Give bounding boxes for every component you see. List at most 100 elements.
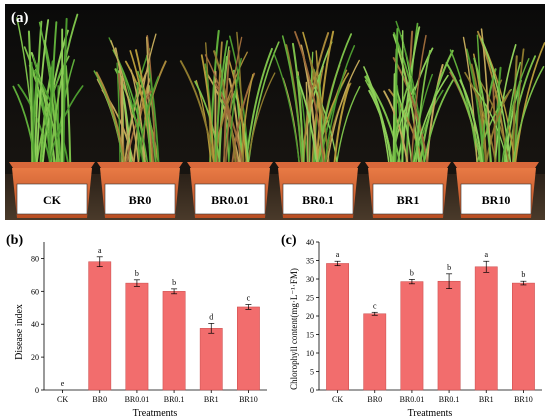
- plant-leaf: [459, 79, 484, 164]
- x-tick-label: BR0.1: [439, 395, 460, 404]
- y-tick-label: 10: [306, 349, 314, 358]
- plant-leaf: [223, 49, 231, 163]
- plant-leaf: [480, 38, 512, 163]
- chart-b-xlabel: Treatments: [133, 408, 178, 419]
- plant-leaf: [464, 71, 497, 163]
- plant-leaf: [228, 58, 248, 163]
- plant-leaf: [368, 83, 392, 163]
- plant-leaf: [247, 72, 276, 163]
- plant-leaf: [426, 63, 444, 163]
- plant-leaf: [34, 89, 39, 163]
- significance-letter: a: [98, 246, 102, 255]
- plant-leaf: [479, 68, 497, 164]
- plant-leaf: [95, 71, 126, 163]
- bar-br0: [88, 261, 112, 391]
- pot-label: BR0.1: [302, 193, 334, 207]
- plant-leaf: [43, 39, 62, 164]
- plant-leaf: [200, 54, 215, 163]
- bar-br0-1: [437, 280, 461, 391]
- plant-leaf: [214, 40, 229, 163]
- bar-br1: [474, 266, 498, 391]
- x-tick-label: BR0: [92, 395, 107, 404]
- plant-leaf: [301, 32, 330, 163]
- plant-leaf: [62, 17, 68, 163]
- bar-br0-01: [400, 281, 424, 391]
- y-tick-label: 80: [31, 254, 39, 263]
- pot-br1: BR1: [365, 162, 451, 218]
- y-tick-label: 60: [31, 287, 39, 296]
- significance-letter: c: [247, 293, 251, 302]
- plant-leaf: [316, 72, 350, 163]
- plant-leaf: [501, 58, 530, 163]
- plant-leaf: [296, 76, 318, 163]
- plant-leaf: [37, 77, 60, 163]
- plant-leaf: [110, 40, 140, 163]
- chlorophyll-content-chart: (c) 0 5 10 15 20 25 30 35 40 CK BR0 BR0.01 BR0.1 BR1 B…: [281, 233, 542, 419]
- plant-leaf: [512, 66, 545, 163]
- plant-leaf: [218, 55, 228, 163]
- plant-leaf: [32, 56, 51, 163]
- pot-label: BR10: [482, 193, 511, 207]
- pot-br0-01: BR0.01: [187, 162, 273, 218]
- y-tick-label: 5: [310, 368, 314, 377]
- plant-leaf: [473, 57, 492, 164]
- disease-index-chart: (b) 0 20 40 60 80 CK BR0 BR0.01 BR0.1 BR1 BR10 e a b…: [6, 233, 267, 419]
- plant-leaf: [31, 61, 35, 163]
- significance-letter: b: [521, 270, 525, 279]
- plant-leaf: [394, 86, 413, 163]
- plant-leaf: [415, 49, 431, 163]
- y-tick-label: 20: [31, 353, 39, 362]
- x-tick-label: BR1: [204, 395, 219, 404]
- pot-br0: BR0: [97, 162, 183, 218]
- y-tick-label: 30: [306, 275, 314, 284]
- y-tick-label: 25: [306, 294, 314, 303]
- x-tick-label: CK: [57, 395, 68, 404]
- plant-leaf: [445, 62, 482, 163]
- bar-br10: [512, 282, 535, 391]
- bar-br10: [237, 306, 260, 391]
- plant-leaf: [133, 33, 157, 163]
- plant-leaf: [291, 42, 305, 163]
- photo-panel-label: (a): [11, 10, 29, 26]
- plant-leaf: [410, 34, 427, 163]
- plant-leaf: [142, 87, 152, 163]
- plant-leaf: [503, 61, 522, 163]
- y-tick-label: 0: [35, 386, 39, 395]
- y-tick-label: 20: [306, 312, 314, 321]
- significance-letter: b: [172, 278, 176, 287]
- plant-leaf: [388, 88, 423, 163]
- bar-br0: [363, 313, 387, 391]
- significance-letter: b: [410, 268, 414, 277]
- plant-leaf: [494, 44, 517, 163]
- x-tick-label: BR10: [239, 395, 258, 404]
- plant-leaf: [240, 73, 254, 163]
- bar-br0-01: [125, 282, 149, 391]
- plant-leaf: [17, 83, 51, 163]
- plant-leaf: [116, 62, 121, 163]
- pot-label: BR0: [129, 193, 152, 207]
- plant-leaf: [485, 89, 511, 163]
- x-tick-label: BR10: [514, 395, 533, 404]
- pot-br10: BR10: [453, 162, 539, 218]
- pot-br0-1: BR0.1: [275, 162, 361, 218]
- bar-ck: [326, 263, 349, 391]
- chart-c-xlabel: Treatments: [408, 408, 453, 419]
- significance-letter: e: [61, 379, 65, 388]
- significance-letter: c: [373, 301, 377, 310]
- plant-leaf: [48, 61, 54, 163]
- y-tick-label: 15: [306, 331, 314, 340]
- plant-leaf: [333, 83, 351, 164]
- plant-leaf: [394, 27, 399, 164]
- plant-leaf: [179, 60, 215, 163]
- pot-label: BR1: [397, 193, 420, 207]
- significance-letter: a: [336, 250, 340, 259]
- x-tick-label: BR0.01: [125, 395, 150, 404]
- x-tick-label: BR0.1: [164, 395, 185, 404]
- y-tick-label: 0: [310, 386, 314, 395]
- pot-label: CK: [43, 193, 62, 207]
- pot-label: BR0.01: [211, 193, 249, 207]
- x-tick-label: BR0: [367, 395, 382, 404]
- plant-leaf: [478, 78, 510, 163]
- plant-leaf: [462, 36, 478, 163]
- significance-letter: b: [135, 269, 139, 278]
